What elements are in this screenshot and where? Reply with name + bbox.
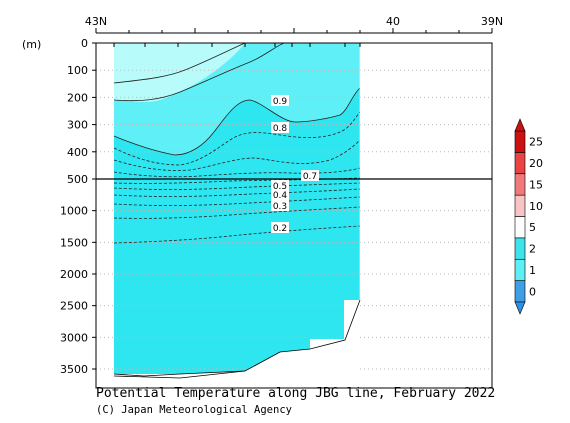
colorbar-label: 10	[529, 200, 543, 213]
y-tick-label: 0	[81, 37, 88, 50]
colorbar-label: 15	[529, 178, 543, 191]
chart-title: Potential Temperature along JBG line, Fe…	[96, 386, 496, 401]
colorbar-label: 0	[529, 285, 536, 298]
y-tick-label: 1000	[60, 205, 88, 218]
y-tick-label: 500	[67, 173, 88, 186]
contour-line	[113, 206, 361, 219]
y-tick-label: 100	[67, 64, 88, 77]
contour-label-bg	[271, 95, 289, 106]
colorbar-label: 5	[529, 221, 536, 234]
y-tick-label: 3500	[60, 363, 88, 376]
colorbar-segment	[514, 152, 526, 175]
isotherm-contours	[113, 42, 361, 244]
contour-label-bg	[271, 122, 289, 133]
temperature-fills	[114, 43, 360, 374]
contour-line-0.9	[113, 87, 361, 156]
credit-text: (C) Japan Meteorological Agency	[96, 404, 292, 416]
contour-label: 0.4	[273, 191, 288, 201]
colorbar-segment	[514, 194, 526, 217]
contour-label-bg	[301, 170, 319, 181]
colorbar-segment	[514, 280, 526, 303]
y-tick-label: 200	[67, 91, 88, 104]
contour-line-0.3	[113, 196, 361, 206]
colorbar-segment	[514, 173, 526, 196]
contour-label: 0.7	[303, 172, 317, 182]
plot-border	[95, 42, 493, 389]
contour-line-0.2	[113, 225, 361, 244]
colorbar-segment	[514, 216, 526, 239]
y-tick-label: 2500	[60, 300, 88, 313]
axis-ticks: 43N 40 39N (m) 0 100 200 300 400 500 1000 1500 2000 2…	[22, 15, 503, 376]
colorbar-label: 1	[529, 264, 536, 277]
contour-line-0.5	[113, 177, 361, 184]
top-tick-label: 40	[386, 15, 400, 28]
contour-label: 0.5	[273, 182, 287, 192]
y-tick-label: 400	[67, 146, 88, 159]
contour-line-0.8	[113, 111, 361, 166]
contour-label-bg	[271, 200, 289, 211]
colorbar-arrow-bottom	[514, 301, 526, 315]
colorbar-segment	[514, 258, 526, 281]
colorbar-label: 20	[529, 157, 543, 170]
bottom-outline	[113, 299, 361, 377]
contour-label: 0.9	[273, 97, 288, 107]
contour-line	[113, 188, 361, 197]
contour-line-0.4	[113, 182, 361, 190]
y-tick-label: 1500	[60, 236, 88, 249]
contour-label: 0.2	[273, 224, 287, 234]
y-axis-label: (m)	[22, 38, 41, 51]
bottom-mask	[114, 300, 360, 388]
contour-label: 0.3	[273, 202, 287, 212]
colorbar-segment	[514, 130, 526, 153]
contour-labels: 0.9 0.8 0.7 0.50.40.3 0.2	[271, 95, 319, 234]
plot-frame	[95, 42, 493, 389]
top-tick-label: 39N	[481, 15, 503, 28]
top-tick-label: 43N	[85, 15, 107, 28]
bottom-step	[310, 300, 360, 349]
y-tick-label: 3000	[60, 331, 88, 344]
colorbar-label: 2	[529, 243, 536, 256]
contour-label-bg	[271, 180, 289, 191]
contour-label: 0.8	[273, 124, 288, 134]
colorbar-segment	[514, 237, 526, 260]
colorbar-arrow-top	[514, 118, 526, 132]
contour-label-bg	[271, 189, 289, 200]
bottom-outline	[113, 370, 246, 379]
contour-line	[113, 42, 246, 84]
contour-line	[113, 42, 286, 102]
bottom-topography	[113, 43, 361, 388]
colorbar-label: 25	[529, 136, 543, 149]
contour-label-bg	[271, 222, 289, 233]
y-tick-label: 300	[67, 119, 88, 132]
contour-line-0.7	[113, 167, 361, 178]
y-tick-label: 2000	[60, 268, 88, 281]
